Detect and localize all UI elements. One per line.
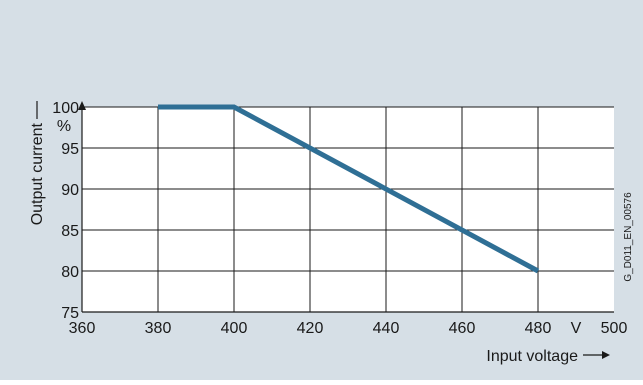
y-tick-label-95: 95 bbox=[61, 141, 79, 158]
y-unit-label: % bbox=[57, 118, 71, 135]
figure-id: G_D011_EN_00576 bbox=[623, 192, 634, 282]
x-tick-label-380: 380 bbox=[145, 320, 172, 337]
y-tick-label-85: 85 bbox=[61, 223, 79, 240]
y-axis-label: Output current bbox=[29, 122, 46, 225]
y-tick-label-80: 80 bbox=[61, 264, 79, 281]
x-unit-label: V bbox=[571, 320, 582, 337]
x-tick-label-400: 400 bbox=[221, 320, 248, 337]
y-tick-label-90: 90 bbox=[61, 182, 79, 199]
y-tick-label-75: 75 bbox=[61, 305, 79, 322]
plot-area bbox=[82, 107, 614, 312]
y-tick-label-100: 100 bbox=[52, 100, 79, 117]
x-axis-label: Input voltage bbox=[486, 348, 578, 365]
x-tick-label-460: 460 bbox=[449, 320, 476, 337]
x-tick-label-480: 480 bbox=[525, 320, 552, 337]
x-tick-label-440: 440 bbox=[373, 320, 400, 337]
x-tick-label-360: 360 bbox=[69, 320, 96, 337]
x-tick-label-500: 500 bbox=[601, 320, 628, 337]
x-tick-label-420: 420 bbox=[297, 320, 324, 337]
